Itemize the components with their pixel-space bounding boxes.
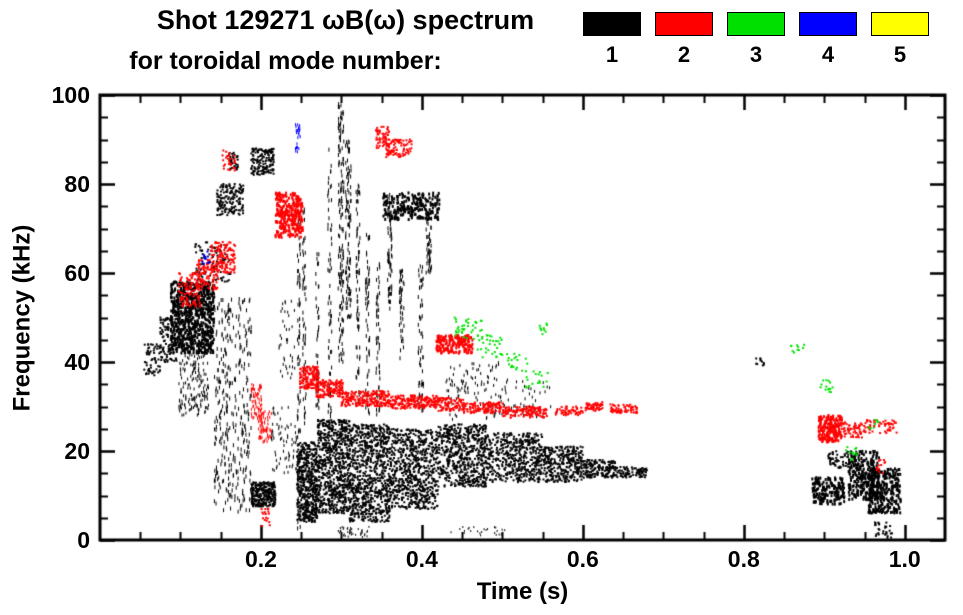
y-tick-label: 100 bbox=[51, 82, 90, 108]
legend-item-mode-1: 1 bbox=[583, 12, 641, 66]
y-tick-label: 20 bbox=[64, 438, 90, 464]
y-tick-label: 60 bbox=[64, 260, 90, 286]
legend-label-mode-4: 4 bbox=[821, 42, 835, 67]
y-tick-label: 40 bbox=[64, 349, 90, 375]
legend-swatch-mode-5 bbox=[871, 12, 929, 36]
y-axis-label: Frequency (kHz) bbox=[8, 224, 36, 412]
legend-swatch-mode-4 bbox=[799, 12, 857, 36]
legend-label-mode-5: 5 bbox=[893, 42, 907, 67]
y-tick-label: 0 bbox=[77, 527, 90, 553]
y-tick-label: 80 bbox=[64, 171, 90, 197]
legend-item-mode-4: 4 bbox=[799, 12, 857, 66]
x-tick-label: 1.0 bbox=[888, 546, 921, 572]
legend-swatch-mode-2 bbox=[655, 12, 713, 36]
x-tick-label: 0.4 bbox=[405, 546, 438, 572]
x-axis-label: Time (s) bbox=[476, 578, 569, 605]
legend-item-mode-3: 3 bbox=[727, 12, 785, 66]
legend-label-mode-2: 2 bbox=[677, 42, 691, 67]
x-tick-label: 0.8 bbox=[727, 546, 760, 572]
x-tick-label: 0.6 bbox=[566, 546, 599, 572]
chart-title: Shot 129271 ωB(ω) spectrum bbox=[156, 5, 535, 35]
x-tick-label: 0.2 bbox=[244, 546, 277, 572]
legend-item-mode-5: 5 bbox=[871, 12, 929, 66]
chart-subtitle: for toroidal mode number: bbox=[129, 47, 442, 75]
legend-label-mode-1: 1 bbox=[605, 42, 619, 67]
legend-item-mode-2: 2 bbox=[655, 12, 713, 66]
mode-number-legend: 1 2 3 4 5 bbox=[583, 12, 929, 66]
legend-swatch-mode-3 bbox=[727, 12, 785, 36]
legend-label-mode-3: 3 bbox=[749, 42, 763, 67]
legend-swatch-mode-1 bbox=[583, 12, 641, 36]
